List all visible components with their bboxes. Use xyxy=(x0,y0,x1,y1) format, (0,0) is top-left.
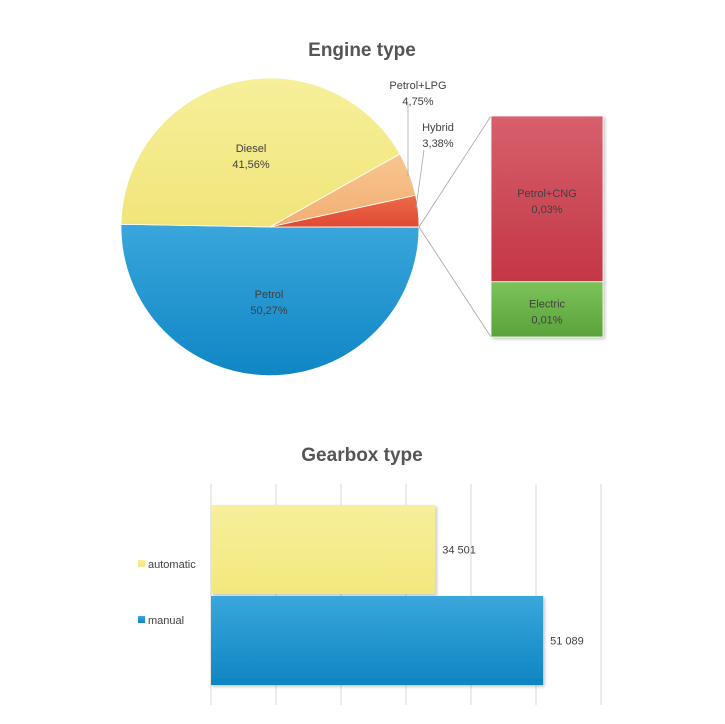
pie-label-hybrid-name: Hybrid xyxy=(422,122,454,134)
pie-label-diesel-value: 41,56% xyxy=(232,159,270,171)
legend-swatch-manual xyxy=(138,616,145,623)
pie-label-petrol-lpg-name: Petrol+LPG xyxy=(389,80,446,92)
gearbox-chart-title: Gearbox type xyxy=(301,445,422,466)
engine-chart-title: Engine type xyxy=(308,40,416,61)
pie-label-diesel-name: Diesel xyxy=(236,143,267,155)
leader-line-hybrid xyxy=(415,149,425,209)
bar-value-label-automatic: 34 501 xyxy=(442,545,476,557)
bar-manual xyxy=(211,596,544,685)
stack-label-petrol-cng-value: 0,03% xyxy=(531,204,562,216)
pie-label-hybrid-value: 3,38% xyxy=(422,138,453,150)
pie-label-petrol-lpg-value: 4,75% xyxy=(402,96,433,108)
gearbox-bar-chart: 34 501 51 089 automatic manual xyxy=(138,484,602,705)
stack-label-electric-name: Electric xyxy=(529,298,566,310)
legend-label-automatic: automatic xyxy=(148,559,196,571)
stack-segment-petrol-cng xyxy=(490,115,604,283)
engine-pie: Petrol 50,27% Diesel 41,56% Petrol+LPG 4,75% H… xyxy=(120,77,454,377)
pie-slice-petrol xyxy=(120,223,420,377)
connector-line-top xyxy=(418,115,492,228)
pie-label-petrol-name: Petrol xyxy=(255,289,284,301)
pie-label-petrol-value: 50,27% xyxy=(250,305,288,317)
stack-segment-electric xyxy=(490,281,604,338)
bar-automatic xyxy=(211,505,436,594)
bar-value-label-manual: 51 089 xyxy=(550,636,584,648)
stack-label-electric-value: 0,01% xyxy=(531,314,562,326)
engine-secondary-stack: Petrol+CNG 0,03% Electric 0,01% xyxy=(418,115,604,338)
legend-label-manual: manual xyxy=(148,615,184,627)
connector-line-bottom xyxy=(418,226,492,338)
stack-label-petrol-cng-name: Petrol+CNG xyxy=(517,188,577,200)
pie-slice-diesel xyxy=(120,77,401,228)
legend-swatch-automatic xyxy=(138,560,145,567)
